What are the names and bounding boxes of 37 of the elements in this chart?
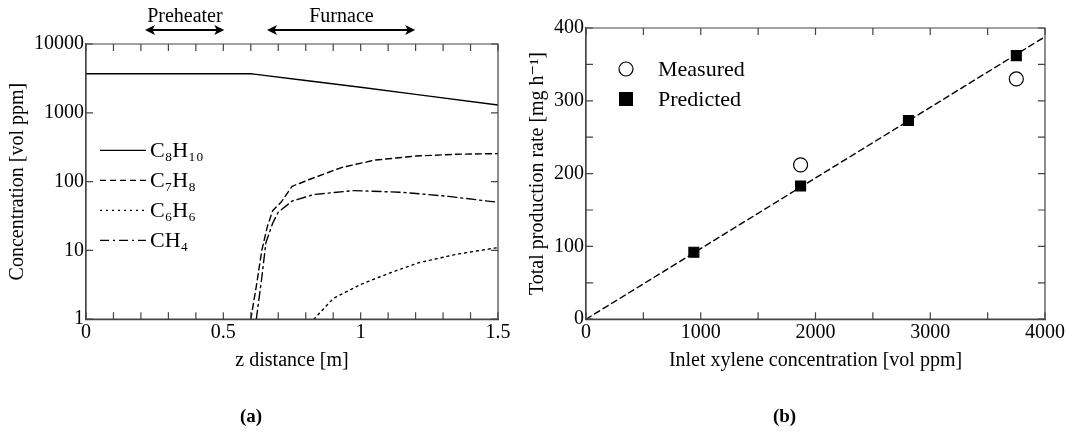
y-tick-label: 100 (554, 233, 584, 256)
text: Preheater (147, 4, 223, 26)
x-tick-label: 0.5 (210, 320, 236, 343)
y-tick-label: 100 (54, 168, 84, 191)
x-tick-label: 1000 (680, 320, 721, 343)
x-tick-label: 3000 (910, 320, 951, 343)
y-axis-title: Concentration [vol ppm] (5, 82, 29, 281)
line-series (250, 152, 498, 320)
legend-label: Predicted (658, 85, 742, 111)
y-axis-title: Total production rate [mg h⁻¹] (525, 52, 549, 296)
legend-label: C₆H₆ (150, 197, 196, 223)
y-tick-label: 10 (64, 237, 84, 260)
x-tick-label: 2000 (795, 320, 836, 343)
x-axis-title: z distance [m] (235, 348, 349, 371)
x-tick-label: 4000 (1025, 320, 1065, 343)
point (792, 157, 809, 173)
point (688, 246, 700, 258)
legend-label: Measured (658, 55, 745, 81)
x-tick-label: 1 (355, 320, 366, 343)
text: Furnace (309, 4, 374, 26)
line-series (313, 246, 498, 320)
point (1008, 71, 1024, 87)
y-tick-label: 1000 (44, 100, 84, 123)
y-tick-label: 200 (554, 160, 584, 183)
legend-label: C₈H₁₀ (150, 137, 204, 163)
x-axis-title: Inlet xylene concentration [vol ppm] (668, 348, 963, 372)
point (902, 114, 914, 127)
legend-label: C₇H₈ (150, 167, 196, 193)
text: (b) (772, 404, 797, 427)
y-tick-label: 300 (554, 88, 584, 111)
y-tick-label: 10000 (34, 31, 84, 54)
text: (a) (239, 404, 263, 427)
y-tick-label: 400 (554, 15, 584, 38)
point (1010, 50, 1022, 62)
x-tick-label: 1.5 (485, 320, 511, 343)
legend-label: CH₄ (150, 227, 189, 253)
point (795, 180, 807, 192)
